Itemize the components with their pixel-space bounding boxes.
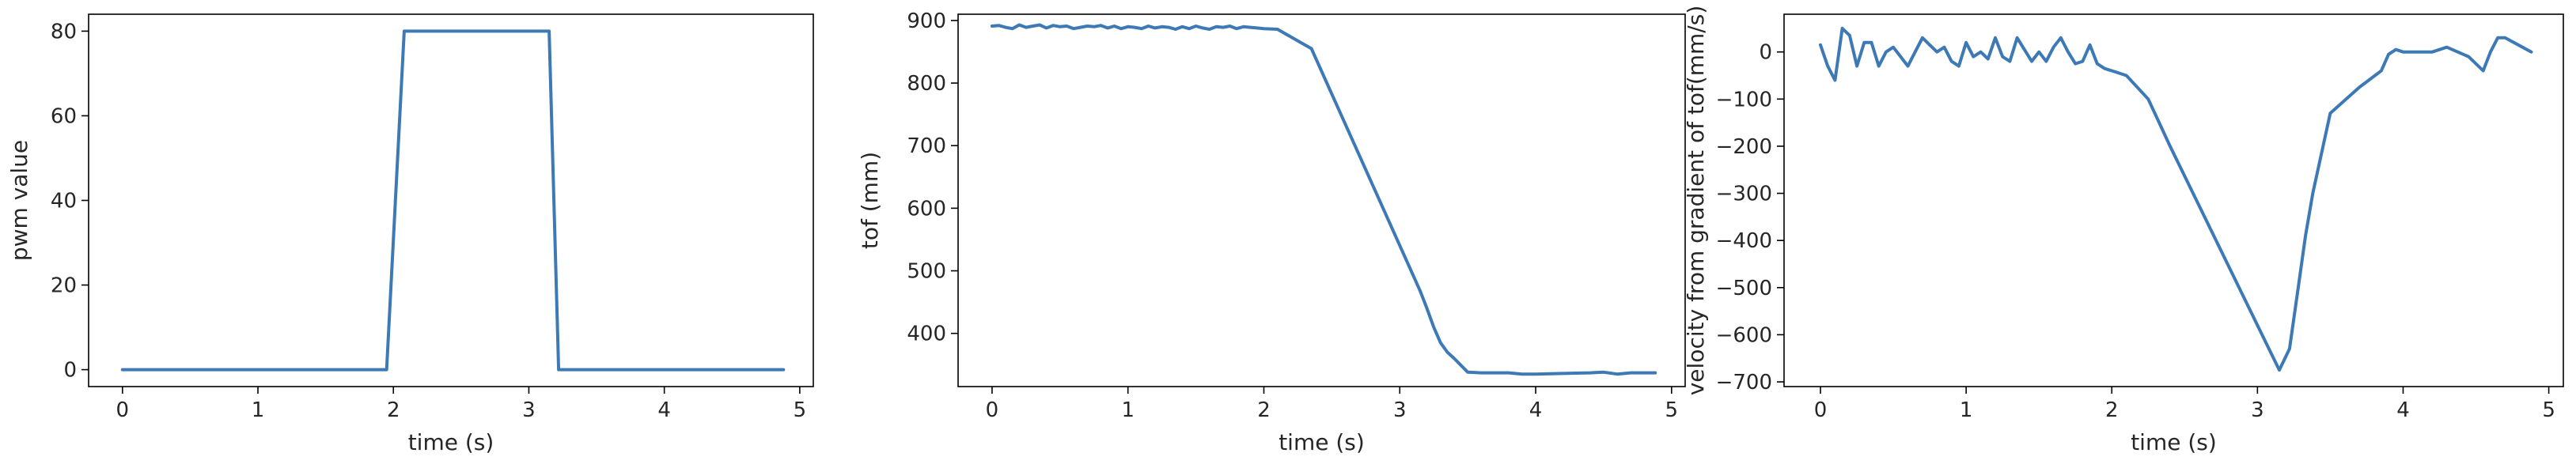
velocity-x-tick-label: 4 xyxy=(2396,398,2410,422)
pwm-y-tick-label: 80 xyxy=(51,20,77,43)
pwm-y-tick-label: 40 xyxy=(51,190,77,213)
tof-chart: 0 1 2 3 4 5 400 500 600 700 800 900 time (s) tof (mm) xyxy=(857,9,1686,455)
velocity-x-tick-label: 5 xyxy=(2542,398,2555,422)
velocity-y-tick-label: −100 xyxy=(1716,88,1772,111)
pwm-y-axis-label: pwm value xyxy=(6,140,32,261)
velocity-y-tick-label: −600 xyxy=(1716,323,1772,347)
velocity-x-tick-label: 1 xyxy=(1960,398,1973,422)
pwm-x-tick-label: 3 xyxy=(522,398,536,422)
pwm-x-tick-label: 1 xyxy=(252,398,265,422)
tof-x-tick-label: 0 xyxy=(986,398,999,422)
velocity-plot-frame xyxy=(1783,13,2564,387)
velocity-x-tick-label: 2 xyxy=(2105,398,2119,422)
pwm-x-tick-label: 5 xyxy=(794,398,807,422)
pwm-series-line xyxy=(120,29,786,372)
velocity-x-axis-label: time (s) xyxy=(2131,429,2217,455)
tof-x-tick-label: 4 xyxy=(1529,398,1543,422)
velocity-y-tick-label: −300 xyxy=(1716,183,1772,206)
pwm-x-axis-label: time (s) xyxy=(408,429,494,455)
tof-y-axis-label: tof (mm) xyxy=(857,152,883,249)
velocity-x-tick-label: 0 xyxy=(1814,398,1828,422)
pwm-x-tick-label: 0 xyxy=(116,398,130,422)
tof-y-tick-label: 900 xyxy=(907,9,946,33)
pwm-plot-frame xyxy=(88,13,814,387)
pwm-y-tick-label: 20 xyxy=(51,274,77,298)
velocity-y-tick-label: −400 xyxy=(1716,229,1772,253)
velocity-y-tick-label: −500 xyxy=(1716,277,1772,300)
tof-plot-frame xyxy=(957,13,1686,387)
pwm-y-tick-label: 60 xyxy=(51,104,77,128)
tof-x-axis-label: time (s) xyxy=(1279,429,1365,455)
tof-y-tick-label: 700 xyxy=(907,134,946,158)
velocity-y-tick-label: −200 xyxy=(1716,135,1772,159)
velocity-x-tick-label: 3 xyxy=(2251,398,2264,422)
tof-x-tick-label: 3 xyxy=(1393,398,1407,422)
tof-x-tick-label: 2 xyxy=(1257,398,1271,422)
velocity-y-tick-label: −700 xyxy=(1716,371,1772,394)
tof-series-line xyxy=(990,23,1657,376)
velocity-series-line xyxy=(1819,26,2533,372)
tof-x-tick-label: 5 xyxy=(1665,398,1679,422)
velocity-chart: 0 1 2 3 4 5 −700 −600 −500 −400 −300 −200 −100 0 time … xyxy=(1683,6,2564,455)
pwm-y-tick-label: 0 xyxy=(63,359,77,383)
velocity-y-axis-label: velocity from gradient of tof(mm/s) xyxy=(1683,6,1709,396)
pwm-x-tick-label: 2 xyxy=(387,398,400,422)
tof-y-tick-label: 500 xyxy=(907,260,946,284)
velocity-y-tick-label: 0 xyxy=(1759,41,1772,65)
tof-y-tick-label: 400 xyxy=(907,323,946,346)
pwm-x-tick-label: 4 xyxy=(657,398,671,422)
tof-y-tick-label: 800 xyxy=(907,72,946,96)
tof-y-tick-label: 600 xyxy=(907,197,946,221)
pwm-chart: 0 1 2 3 4 5 0 20 40 60 80 time (s) pwm value xyxy=(6,13,814,455)
tof-x-tick-label: 1 xyxy=(1121,398,1135,422)
